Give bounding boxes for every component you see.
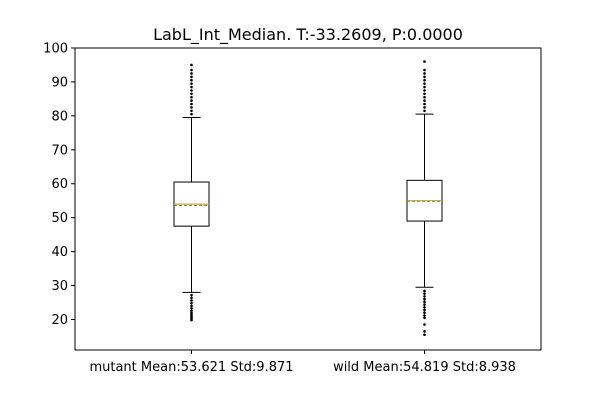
- outlier-point: [423, 305, 426, 309]
- outlier-point: [190, 72, 193, 75]
- y-tick-label: 80: [51, 109, 68, 124]
- outlier-point: [423, 92, 426, 96]
- outlier-point: [190, 301, 193, 305]
- outlier-point: [423, 85, 426, 89]
- outlier-point: [423, 60, 426, 63]
- outlier-point: [190, 92, 193, 96]
- outlier-point: [190, 85, 193, 89]
- y-tick-label: 40: [51, 245, 68, 260]
- outlier-point: [423, 300, 426, 304]
- outlier-point: [190, 99, 193, 102]
- chart-title: LabL_Int_Median. T:-33.2609, P:0.0000: [153, 25, 463, 45]
- outlier-point: [190, 296, 193, 300]
- outlier-point: [190, 95, 193, 99]
- outlier-point: [423, 68, 426, 72]
- outlier-point: [190, 309, 193, 312]
- outlier-point: [190, 112, 193, 116]
- y-axis: 20 30 40 50 60 70 80 90 100: [43, 42, 75, 328]
- outlier-point: [190, 89, 193, 92]
- outlier-point: [423, 82, 426, 85]
- box-plot-0: [173, 63, 210, 322]
- outlier-point: [423, 289, 426, 293]
- x-category-label: mutant Mean:53.621 Std:9.871: [89, 360, 293, 375]
- outlier-point: [423, 311, 426, 314]
- x-axis: mutant Mean:53.621 Std:9.871 wild Mean:54…: [89, 350, 516, 375]
- box-plot-1: [406, 60, 443, 337]
- y-tick-label: 70: [51, 143, 68, 158]
- outlier-point: [190, 78, 193, 82]
- y-tick-label: 100: [43, 42, 68, 57]
- outlier-point: [423, 316, 426, 320]
- outlier-point: [423, 109, 426, 113]
- outlier-point: [190, 106, 193, 109]
- x-category-label: wild Mean:54.819 Std:8.938: [333, 360, 516, 375]
- outlier-point: [423, 72, 426, 75]
- outlier-point: [423, 102, 426, 106]
- y-tick-label: 20: [51, 313, 68, 328]
- y-tick-label: 50: [51, 211, 68, 226]
- outlier-point: [190, 299, 193, 302]
- outlier-point: [190, 82, 193, 85]
- box-series: [173, 60, 443, 337]
- outlier-point: [423, 330, 426, 333]
- outlier-point: [423, 95, 426, 99]
- outlier-point: [423, 333, 426, 337]
- outlier-point: [423, 78, 426, 82]
- outlier-point: [423, 292, 426, 295]
- y-tick-label: 30: [51, 279, 68, 294]
- outlier-point: [423, 75, 426, 79]
- outlier-point: [190, 304, 193, 308]
- outlier-point: [190, 68, 193, 72]
- outlier-point: [423, 106, 426, 109]
- outlier-point: [190, 63, 193, 67]
- y-tick-label: 60: [51, 177, 68, 192]
- outlier-point: [190, 293, 193, 297]
- outlier-point: [190, 75, 193, 79]
- outlier-point: [190, 311, 193, 314]
- outlier-point: [190, 109, 193, 113]
- outlier-point: [423, 323, 426, 326]
- outlier-point: [190, 306, 193, 310]
- outlier-point: [423, 303, 426, 306]
- outlier-point: [423, 89, 426, 92]
- outlier-point: [423, 295, 426, 298]
- outlier-point: [423, 99, 426, 102]
- outlier-point: [423, 308, 426, 312]
- outlier-point: [423, 297, 426, 301]
- y-tick-label: 90: [51, 75, 68, 90]
- plot-area-frame: [74, 47, 542, 351]
- outlier-point: [190, 102, 193, 106]
- outlier-point: [423, 314, 426, 317]
